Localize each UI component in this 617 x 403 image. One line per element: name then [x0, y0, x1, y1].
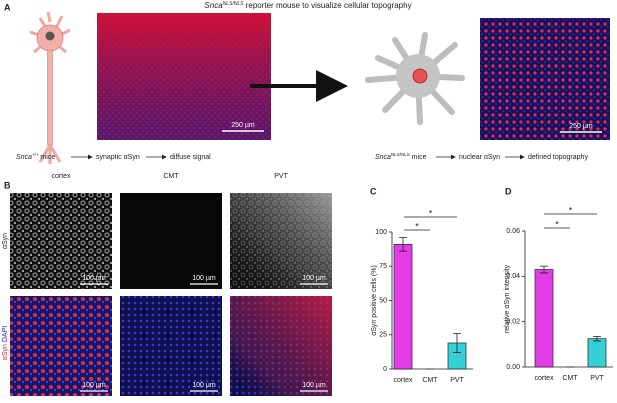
- x-tick-label: cortex: [393, 377, 413, 384]
- significance-label: *: [415, 221, 419, 231]
- significance-label: *: [429, 208, 433, 218]
- caption: diffuse signal: [170, 154, 211, 161]
- column-header: PVT: [274, 173, 288, 180]
- y-tick-label: 50: [379, 297, 387, 304]
- column-header: cortex: [51, 173, 71, 180]
- scale-label: 100 µm: [192, 275, 216, 282]
- panel-title: SncaNLS/NLS reporter mouse to visualize …: [204, 1, 411, 10]
- bar: [534, 269, 554, 368]
- significance-label: *: [569, 205, 573, 215]
- micrograph-nls: 250 µm: [480, 18, 610, 140]
- row-label: αSyn DAPI: [2, 326, 9, 360]
- error-bar: [453, 332, 461, 353]
- y-tick-label: 0: [383, 366, 387, 373]
- panel-label: A: [4, 2, 11, 12]
- micrograph-wt: 250 µm: [97, 13, 271, 140]
- panel-label: B: [4, 180, 11, 190]
- micrograph-grid: [10, 193, 332, 396]
- significance-label: *: [555, 219, 559, 229]
- caption: defined topography: [528, 154, 588, 161]
- caption: synaptic αSyn: [96, 154, 140, 161]
- y-tick-label: 0.02: [506, 319, 520, 326]
- caption: SncaNLS/NLS mice: [375, 152, 427, 161]
- y-tick-label: 75: [379, 263, 387, 270]
- panel-label: C: [370, 186, 377, 196]
- scale-label: 100 µm: [192, 382, 216, 389]
- x-tick-label: cortex: [534, 375, 554, 382]
- x-tick-label: CMT: [562, 375, 578, 382]
- caption: Snca+/+ mice: [16, 152, 55, 161]
- caption: nuclear αSyn: [459, 154, 500, 161]
- scale-label: 100 µm: [82, 275, 106, 282]
- bar: [393, 243, 413, 370]
- y-axis-label: αSyn positive cells (%): [371, 265, 378, 336]
- row-label: αSyn: [2, 233, 9, 249]
- x-tick-label: PVT: [450, 377, 464, 384]
- panel-label: D: [505, 186, 512, 196]
- scale-label: 250 µm: [569, 123, 593, 130]
- error-bar: [540, 265, 548, 274]
- scale-label: 100 µm: [82, 382, 106, 389]
- x-tick-label: CMT: [422, 377, 438, 384]
- y-tick-label: 25: [379, 332, 387, 339]
- y-tick-label: 0.06: [506, 228, 520, 235]
- astrocyte-drawing: [365, 32, 465, 125]
- y-tick-label: 0.00: [506, 364, 520, 371]
- scale-label: 100 µm: [302, 382, 326, 389]
- scale-label: 250 µm: [231, 122, 255, 129]
- column-header: CMT: [163, 173, 179, 180]
- neuron-drawing: [29, 11, 71, 164]
- scale-label: 100 µm: [302, 275, 326, 282]
- error-bar: [593, 336, 601, 342]
- y-axis-label: relative αSyn intensity: [504, 264, 511, 333]
- bar: [587, 338, 607, 368]
- y-tick-label: 0.04: [506, 273, 520, 280]
- y-tick-label: 100: [375, 229, 387, 236]
- error-bar: [399, 237, 407, 252]
- x-tick-label: PVT: [590, 375, 604, 382]
